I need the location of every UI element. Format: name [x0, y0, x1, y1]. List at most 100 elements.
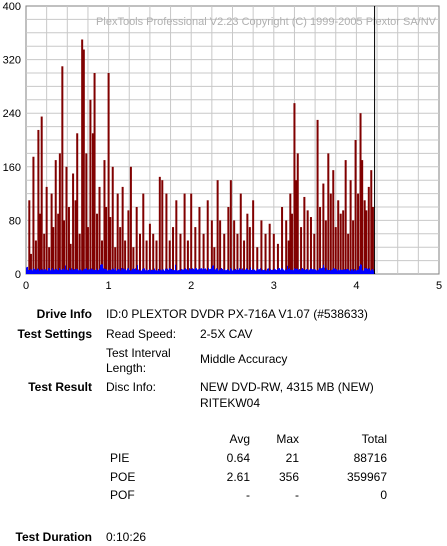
pie-bar	[83, 269, 84, 274]
poe-bar	[89, 99, 92, 274]
pie-bar	[180, 270, 181, 274]
pie-bar	[345, 270, 346, 274]
pie-bar	[184, 269, 185, 274]
pie-bar	[266, 270, 267, 274]
pie-bar	[134, 268, 135, 274]
pie-bar	[76, 268, 77, 274]
poe-bar	[329, 193, 332, 274]
pie-bar	[117, 269, 118, 274]
pie-bar	[310, 268, 311, 274]
pie-bar	[352, 269, 353, 274]
poe-bar	[32, 156, 35, 274]
col-header-avg: Avg	[229, 432, 250, 446]
pie-bar	[288, 269, 289, 274]
pie-bar	[272, 269, 273, 274]
pie-bar	[313, 269, 314, 274]
pie-bar	[365, 267, 366, 274]
pie-bar	[220, 269, 221, 274]
pie-bar	[205, 268, 206, 274]
poe-bar	[370, 170, 373, 274]
pie-bar	[139, 270, 140, 274]
pie-bar	[61, 270, 62, 274]
pie-bar	[338, 269, 339, 274]
pie-bar	[133, 268, 134, 274]
pie-bar	[217, 268, 218, 274]
pie-bar	[68, 270, 69, 274]
row-pof-max: -	[295, 488, 299, 502]
poe-bar	[347, 233, 350, 274]
pie-bars	[26, 264, 375, 274]
pie-bar	[123, 268, 124, 274]
poe-bar	[78, 233, 81, 274]
pie-bar	[181, 269, 182, 274]
pie-bar	[296, 268, 297, 274]
poe-bar	[81, 39, 84, 274]
test-duration-label: Test Duration	[15, 530, 92, 544]
pie-bar	[290, 269, 291, 274]
poe-bar	[327, 153, 330, 274]
pie-bar	[159, 270, 160, 274]
pie-bar	[325, 270, 326, 274]
pie-bar	[48, 268, 49, 274]
poe-bar	[334, 227, 337, 274]
poe-bar	[363, 200, 366, 274]
pie-bar	[321, 268, 322, 274]
x-tick-label: 1	[106, 280, 112, 292]
pie-bar	[285, 269, 286, 274]
pie-bar	[145, 270, 146, 274]
pie-bar	[44, 269, 45, 274]
poe-bar	[227, 207, 230, 274]
poe-bar	[179, 233, 182, 274]
pie-bar	[247, 269, 248, 274]
poe-bar	[72, 173, 75, 274]
poe-bar	[103, 160, 106, 274]
pie-bar	[104, 268, 105, 274]
pie-bar	[95, 270, 96, 274]
pie-bar	[182, 269, 183, 274]
pie-bar	[298, 269, 299, 274]
pie-bar	[225, 270, 226, 274]
pie-bar	[28, 269, 29, 274]
pie-bar	[186, 269, 187, 274]
pie-bar	[124, 269, 125, 274]
pie-bar	[103, 268, 104, 274]
pie-bar	[114, 269, 115, 274]
pie-bar	[93, 269, 94, 274]
poe-bar	[210, 220, 213, 274]
pie-bar	[242, 268, 243, 274]
pie-bar	[65, 265, 66, 274]
pie-bar	[51, 269, 52, 274]
poe-bar	[248, 227, 251, 274]
pie-bar	[340, 269, 341, 274]
poe-bar	[50, 193, 53, 274]
pie-bar	[320, 268, 321, 274]
pie-bar	[34, 269, 35, 274]
pie-bar	[250, 267, 251, 274]
pie-bar	[257, 268, 258, 274]
pie-bar	[229, 270, 230, 274]
poe-bar	[155, 240, 158, 274]
pie-bar	[347, 268, 348, 274]
pie-bar	[243, 270, 244, 274]
pie-bar	[119, 269, 120, 274]
pie-bar	[275, 269, 276, 274]
pie-bar	[167, 268, 168, 274]
pie-bar	[281, 268, 282, 274]
pie-bar	[350, 270, 351, 274]
pie-bar	[88, 269, 89, 274]
pie-bar	[210, 268, 211, 274]
poe-bar	[216, 180, 219, 274]
pie-bar	[329, 269, 330, 274]
pie-bar	[122, 269, 123, 274]
pie-bar	[45, 269, 46, 274]
pie-bar	[150, 270, 151, 274]
pie-bar	[305, 269, 306, 274]
pie-bar	[148, 269, 149, 274]
poe-bar	[111, 166, 114, 274]
poe-bar	[58, 153, 61, 274]
pie-bar	[192, 268, 193, 274]
poe-bar	[361, 160, 364, 274]
pie-bar	[193, 268, 194, 274]
pie-bar	[29, 269, 30, 274]
pie-bar	[297, 268, 298, 274]
